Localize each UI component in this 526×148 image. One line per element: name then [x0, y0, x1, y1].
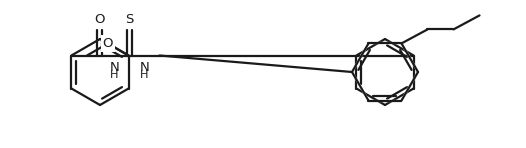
Text: N: N — [139, 61, 149, 74]
Text: H: H — [140, 70, 149, 79]
Text: O: O — [94, 12, 105, 25]
Text: H: H — [110, 70, 119, 79]
Text: N: N — [109, 61, 119, 74]
Text: S: S — [125, 12, 134, 25]
Text: O: O — [103, 37, 113, 50]
